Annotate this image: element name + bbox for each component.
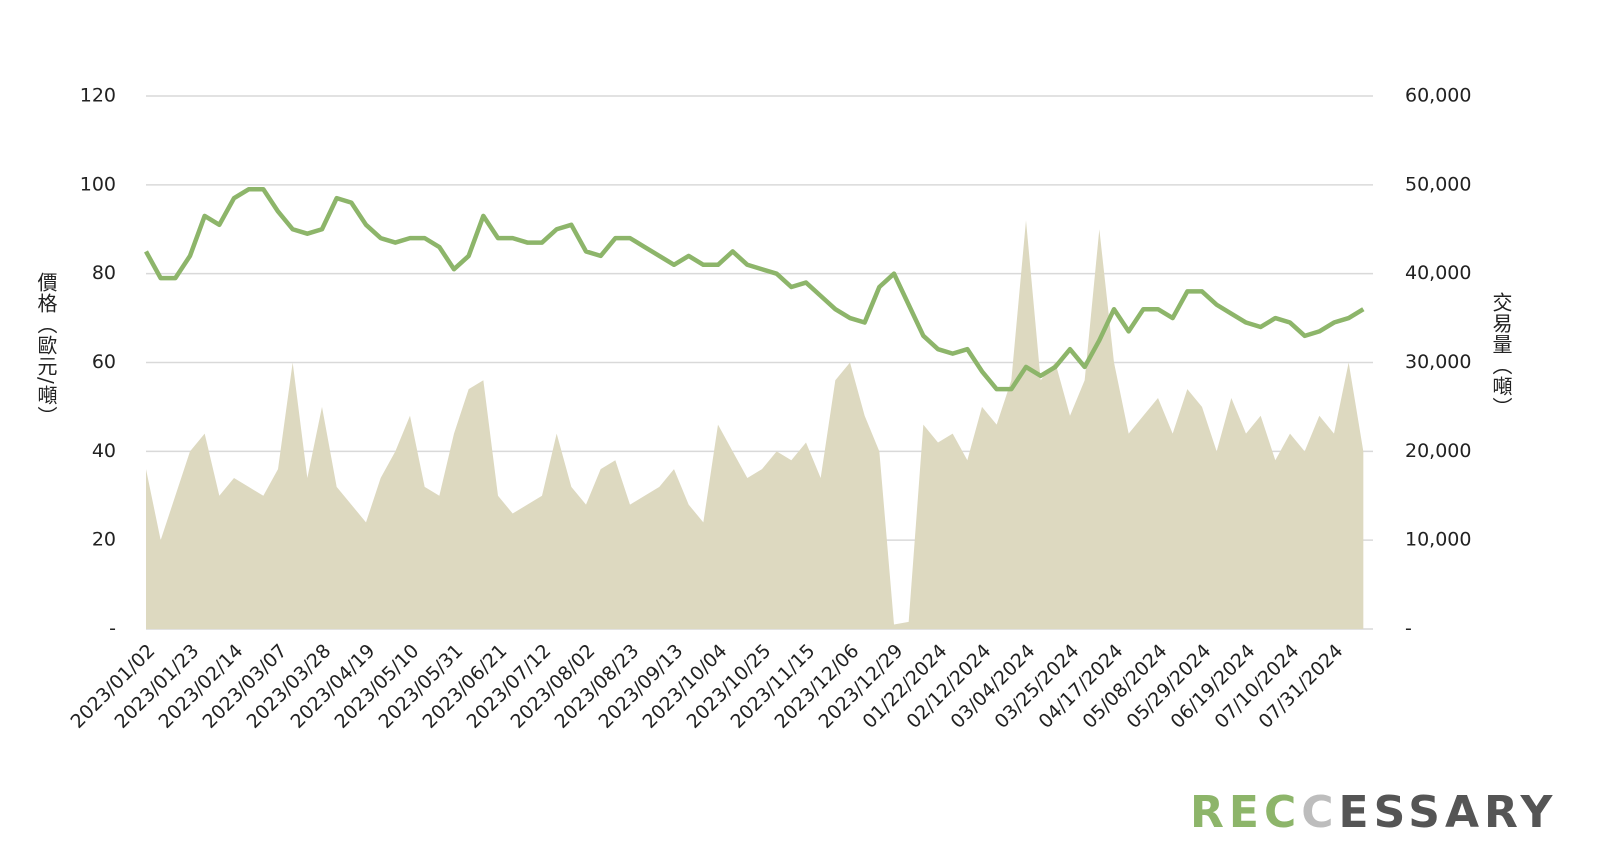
logo-part: C xyxy=(1301,787,1338,838)
y-tick-label: 60 xyxy=(92,351,116,373)
logo-part: ESSARY xyxy=(1339,787,1558,838)
y-axis-title: 價格（歐元/噸） xyxy=(34,272,58,427)
y2-tick-label: 50,000 xyxy=(1405,173,1471,195)
y2-tick-label: 30,000 xyxy=(1405,351,1471,373)
y-tick-label: 80 xyxy=(92,262,116,284)
y2-tick-label: - xyxy=(1405,618,1412,640)
y2-tick-label: 60,000 xyxy=(1405,85,1471,107)
y-tick-label: 20 xyxy=(92,529,116,551)
y2-axis-title: 交易量（噸） xyxy=(1489,292,1513,418)
y2-tick-label: 40,000 xyxy=(1405,262,1471,284)
price-line xyxy=(144,187,1365,392)
y-tick-label: 40 xyxy=(92,440,116,462)
y-tick-label: 120 xyxy=(80,85,116,107)
volume-area xyxy=(146,220,1364,629)
y2-tick-label: 10,000 xyxy=(1405,529,1471,551)
logo-part: REC xyxy=(1190,787,1301,838)
y2-tick-label: 20,000 xyxy=(1405,440,1471,462)
y-tick-label: 100 xyxy=(80,173,116,195)
logo: RECCESSARY xyxy=(1190,787,1557,838)
y-tick-label: - xyxy=(109,618,116,640)
